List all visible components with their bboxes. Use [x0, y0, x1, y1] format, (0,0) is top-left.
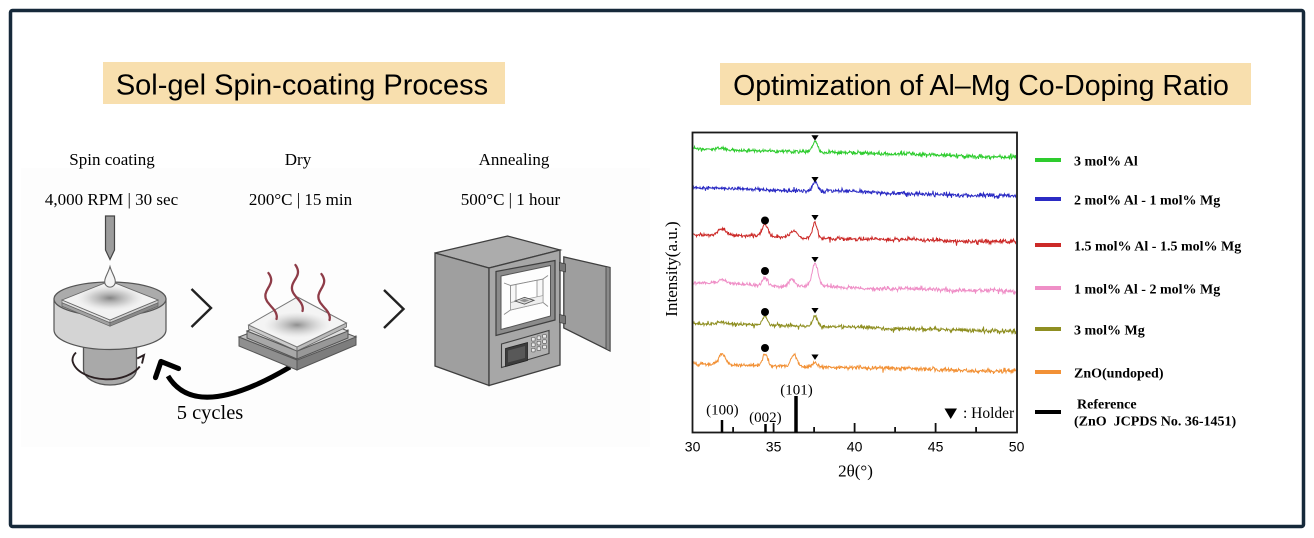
svg-text:30: 30 [685, 439, 701, 455]
svg-text:50: 50 [1009, 439, 1025, 455]
svg-text:3 mol% Al: 3 mol% Al [1074, 155, 1138, 170]
svg-text:40: 40 [847, 439, 863, 455]
svg-text:1 mol% Al - 2 mol% Mg: 1 mol% Al - 2 mol% Mg [1074, 283, 1220, 298]
svg-text:(101): (101) [780, 382, 813, 398]
svg-text:500°C | 1 hour: 500°C | 1 hour [461, 190, 561, 209]
svg-text:Spin coating: Spin coating [69, 150, 155, 169]
svg-text:200°C | 15 min: 200°C | 15 min [249, 190, 353, 209]
svg-text:Optimization of Al–Mg Co-Dopin: Optimization of Al–Mg Co-Doping Ratio [733, 70, 1229, 102]
svg-text:Intensity(a.u.): Intensity(a.u.) [662, 221, 681, 316]
svg-text:3 mol% Mg: 3 mol% Mg [1074, 324, 1145, 339]
svg-text:35: 35 [766, 439, 782, 455]
svg-text:Reference: Reference [1077, 398, 1137, 413]
svg-text:2 mol% Al - 1 mol% Mg: 2 mol% Al - 1 mol% Mg [1074, 194, 1220, 209]
svg-text:1.5 mol% Al - 1.5 mol% Mg: 1.5 mol% Al - 1.5 mol% Mg [1074, 240, 1241, 255]
svg-text:(ZnO JCPDS No. 36-1451): (ZnO JCPDS No. 36-1451) [1074, 415, 1237, 430]
svg-text:5 cycles: 5 cycles [177, 402, 244, 424]
svg-text:Annealing: Annealing [479, 150, 550, 169]
svg-text:ZnO(undoped): ZnO(undoped) [1074, 367, 1164, 382]
svg-text:(100): (100) [706, 403, 739, 419]
svg-text:4,000 RPM | 30 sec: 4,000 RPM | 30 sec [45, 190, 179, 209]
svg-text:2θ(°): 2θ(°) [838, 462, 873, 481]
svg-text:: Holder: : Holder [963, 405, 1015, 422]
svg-text:Dry: Dry [285, 150, 312, 169]
svg-text:Sol-gel Spin-coating Process: Sol-gel Spin-coating Process [116, 70, 488, 102]
svg-text:(002): (002) [749, 410, 782, 426]
svg-text:45: 45 [928, 439, 944, 455]
